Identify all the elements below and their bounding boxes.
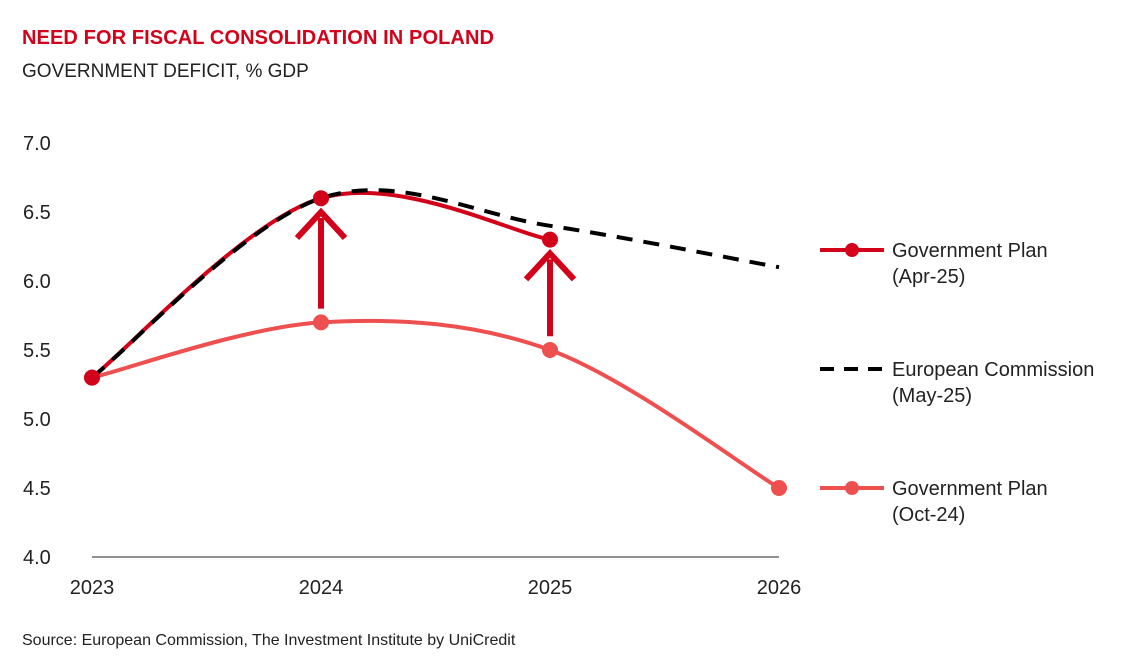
y-tick-label: 6.5 — [23, 202, 51, 224]
arrow-layer — [294, 207, 577, 337]
y-tick-label: 5.0 — [23, 409, 51, 431]
arrow-head — [294, 207, 348, 241]
legend-label-gov_apr25: (Apr-25) — [892, 266, 965, 288]
point-gov_oct24 — [542, 342, 558, 358]
arrow-head — [523, 248, 577, 282]
point-gov_oct24 — [313, 314, 329, 331]
point-gov_oct24 — [771, 480, 787, 496]
chart-subtitle: GOVERNMENT DEFICIT, % GDP — [22, 61, 309, 82]
y-tick-label: 4.5 — [23, 478, 51, 500]
legend-marker-gov_oct24 — [845, 481, 859, 495]
legend-label-gov_oct24: (Oct-24) — [892, 504, 965, 526]
legend-label-gov_oct24: Government Plan — [892, 478, 1048, 500]
point-gov_apr25 — [542, 231, 558, 248]
legend-label-ec_may25: European Commission — [892, 359, 1094, 381]
legend: Government Plan (Apr-25) European Commissi… — [820, 240, 1094, 526]
chart-title: NEED FOR FISCAL CONSOLIDATION IN POLAND — [22, 27, 495, 49]
y-tick-label: 5.5 — [23, 340, 51, 362]
y-tick-label: 4.0 — [23, 547, 51, 569]
y-tick-label: 6.0 — [23, 271, 51, 293]
point-gov_apr25 — [84, 369, 100, 386]
y-axis-ticks: 7.0 6.5 6.0 5.5 5.0 4.5 4.0 — [23, 133, 51, 569]
x-tick-label: 2026 — [757, 577, 802, 599]
series-line-ec_may25 — [90, 188, 780, 380]
x-tick-label: 2023 — [70, 577, 115, 599]
legend-label-gov_apr25: Government Plan — [892, 240, 1048, 262]
legend-label-ec_may25: (May-25) — [892, 385, 972, 407]
legend-marker-gov_apr25 — [845, 243, 859, 257]
x-axis-ticks: 2023 2024 2025 2026 — [70, 577, 802, 599]
source-note: Source: European Commission, The Investm… — [22, 632, 516, 649]
series-line-gov_oct24 — [91, 318, 781, 490]
y-tick-label: 7.0 — [23, 133, 51, 155]
series-layer — [84, 188, 787, 496]
x-tick-label: 2024 — [299, 577, 344, 599]
point-gov_apr25 — [313, 190, 329, 207]
x-tick-label: 2025 — [528, 577, 573, 599]
